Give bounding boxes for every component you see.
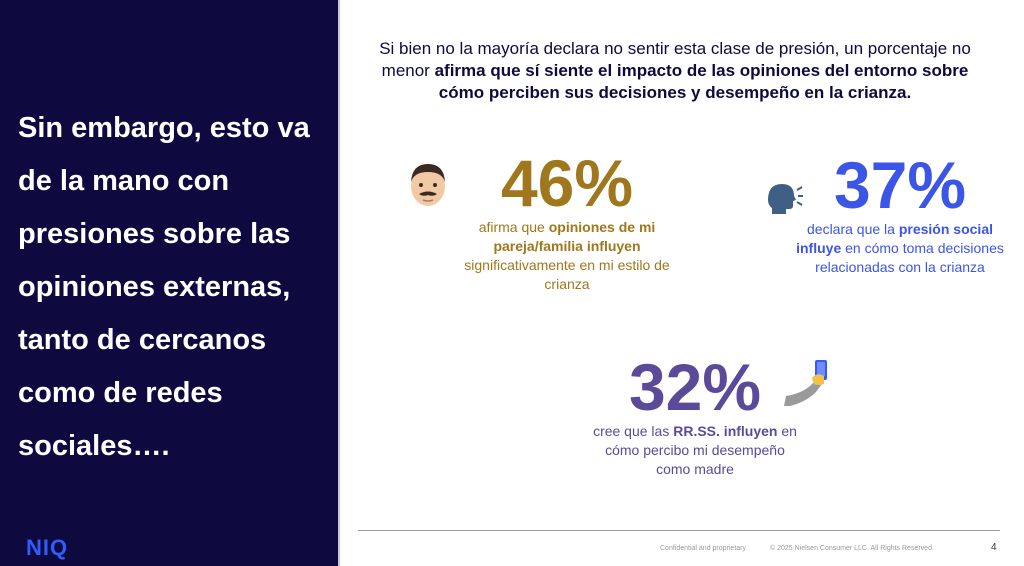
- man-face-icon: [411, 164, 445, 206]
- footer-copyright: © 2025 Nielsen Consumer LLC. All Rights …: [770, 545, 934, 552]
- stat-desc-1-pre: afirma que: [478, 219, 549, 235]
- speaking-head-icon: [768, 184, 803, 214]
- stat-desc-1-post: significativamente en mi estilo de crian…: [464, 257, 670, 292]
- stat-card-2: 37% declara que la presión social influy…: [790, 150, 1010, 277]
- stat-card-3: 32% cree que las RR.SS. influyen en cómo…: [590, 352, 800, 479]
- headline-text: Si bien no la mayoría declara no sentir …: [379, 39, 971, 80]
- stat-value-1: 46%: [500, 146, 634, 220]
- left-statement: Sin embargo, esto va de la mano con pres…: [18, 112, 310, 462]
- stat-value-3: 32%: [628, 350, 762, 424]
- page-number: 4: [991, 542, 997, 553]
- stat-desc-3-post: en cómo percibo mi desempeño como madre: [605, 423, 797, 477]
- selfie-arm-icon: [784, 360, 827, 406]
- left-panel: Sin embargo, esto va de la mano con pres…: [0, 0, 340, 566]
- footer-divider: [358, 530, 1000, 531]
- stat-desc-2-bold: presión social influye: [796, 221, 993, 256]
- stat-desc-1-bold: opiniones de mi pareja/familia influyen: [493, 219, 656, 254]
- stat-desc-2-post: en cómo toma decisiones relacionadas con…: [815, 240, 1004, 275]
- footer-confidential: Confidential and proprietary: [660, 545, 746, 552]
- headline-bold: afirma que sí siente el impacto de las o…: [434, 61, 969, 102]
- headline: Si bien no la mayoría declara no sentir …: [370, 38, 980, 104]
- stat-desc-2: declara que la presión social influye en…: [790, 220, 1010, 277]
- stat-card-1: 46% afirma que opiniones de mi pareja/fa…: [462, 148, 672, 294]
- stat-desc-1: afirma que opiniones de mi pareja/famili…: [462, 218, 672, 294]
- stat-desc-3-pre: cree que las: [593, 423, 674, 439]
- stat-desc-3: cree que las RR.SS. influyen en cómo per…: [590, 422, 800, 479]
- stat-desc-2-pre: declara que la: [807, 221, 899, 237]
- niq-logo: NIQ: [26, 535, 69, 560]
- stat-desc-3-bold: RR.SS. influyen: [673, 423, 778, 439]
- stat-value-2: 37%: [833, 148, 967, 222]
